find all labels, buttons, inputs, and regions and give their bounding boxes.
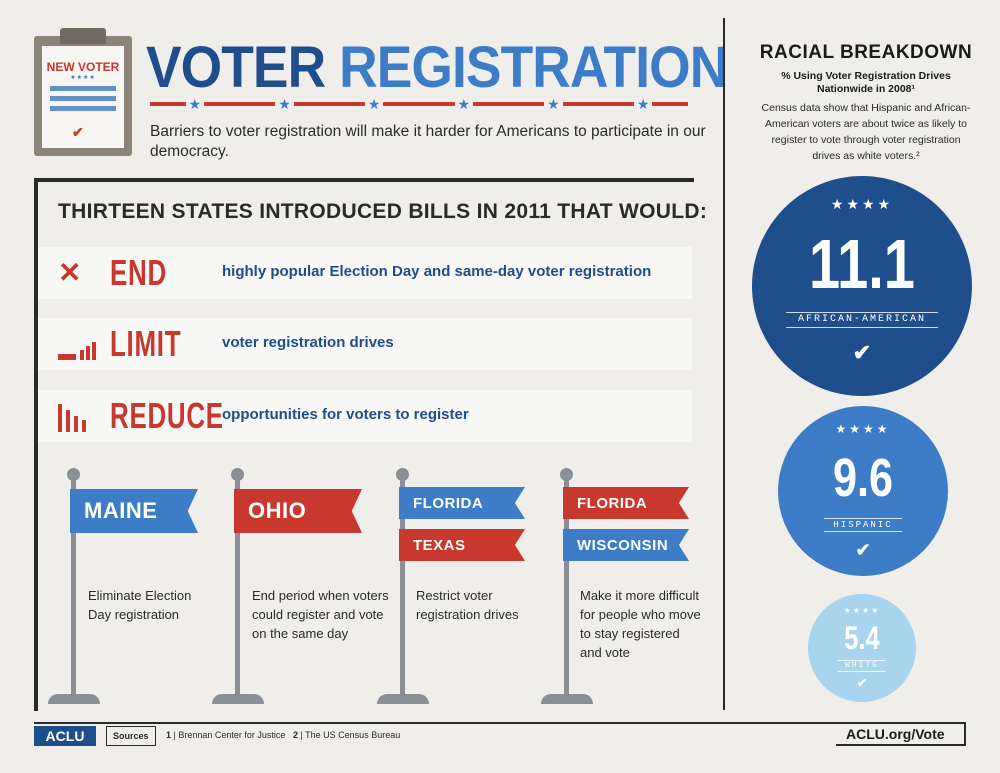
vertical-divider — [723, 18, 725, 710]
flag-label: FLORIDA — [577, 494, 648, 512]
clipboard-form-line — [50, 86, 116, 91]
flag-description: Make it more difficult for people who mo… — [580, 588, 701, 660]
flagpole-knob — [560, 468, 573, 481]
stars-icon: ★★★★ — [835, 422, 891, 436]
stars-icon: ★★★★ — [843, 606, 881, 615]
check-icon: ✔ — [72, 124, 84, 140]
sources-list: 1 | Brennan Center for Justice 2 | The U… — [166, 730, 400, 740]
flag-wisconsin: WISCONSIN — [563, 529, 689, 561]
page-subtitle: Barriers to voter registration will make… — [150, 123, 706, 160]
sidebar-description: Census data show that Hispanic and Afric… — [761, 102, 971, 162]
flag-label: WISCONSIN — [577, 536, 669, 554]
clipboard-title: NEW VOTER — [46, 60, 120, 74]
flag-maine: MAINE — [70, 489, 198, 533]
flag-description: Restrict voter registration drives — [416, 588, 519, 622]
check-icon: ✔ — [856, 676, 868, 690]
flag-ohio: OHIO — [234, 489, 362, 533]
bill-row-end: ✕ END highly popular Election Day and sa… — [38, 247, 692, 299]
stars-icon: ★★★★ — [830, 196, 894, 212]
flag-label: TEXAS — [413, 536, 466, 554]
page-title: VOTER REGISTRATION — [146, 35, 728, 100]
flagpole-base — [48, 694, 100, 704]
bill-row-limit: LIMIT voter registration drives — [38, 318, 692, 370]
flag-florida: FLORIDA — [563, 487, 689, 519]
title-rule — [150, 102, 688, 106]
source-item: | Brennan Center for Justice — [173, 730, 286, 740]
source-item: | The US Census Bureau — [300, 730, 401, 740]
flagpole-base — [212, 694, 264, 704]
flag-description: Eliminate Election Day registration — [88, 588, 192, 622]
star-icon: ★ — [364, 97, 384, 111]
stat-label: AFRICAN-AMERICAN — [786, 312, 938, 328]
bill-row-word: END — [110, 252, 167, 293]
source-number: 2 — [292, 730, 298, 740]
sidebar-title: RACIAL BREAKDOWN — [759, 42, 973, 63]
bills-headline: THIRTEEN STATES INTRODUCED BILLS IN 2011… — [58, 200, 708, 223]
stat-value: 5.4 — [844, 620, 880, 656]
flagpole-base — [541, 694, 593, 704]
title-word-registration: REGISTRATION — [339, 35, 728, 100]
stat-value: 9.6 — [832, 448, 894, 508]
flagpole — [235, 478, 240, 698]
star-icon: ★ — [454, 97, 474, 111]
clipboard-stars: ★★★★ — [70, 75, 96, 81]
flagpole-base — [377, 694, 429, 704]
bill-row-description: voter registration drives — [222, 334, 394, 351]
check-icon: ✔ — [852, 340, 872, 365]
footer-rule — [34, 722, 966, 724]
clipboard-form-line — [50, 96, 116, 101]
flag-label: FLORIDA — [413, 494, 484, 512]
bill-row-description: opportunities for voters to register — [222, 406, 469, 423]
check-icon: ✔ — [855, 540, 871, 560]
flagpole — [400, 478, 405, 698]
flag-texas: TEXAS — [399, 529, 525, 561]
bills-panel — [34, 178, 694, 711]
x-icon: ✕ — [58, 257, 82, 288]
aclu-logo: ACLU — [34, 726, 96, 746]
rising-bars-icon — [58, 330, 98, 360]
flag-label: OHIO — [248, 498, 307, 523]
title-stars: ★ ★ ★ ★ ★ ★ — [150, 97, 688, 111]
flag-florida: FLORIDA — [399, 487, 525, 519]
flagpole — [71, 478, 76, 698]
star-icon: ★ — [275, 97, 294, 111]
flagpole-knob — [396, 468, 409, 481]
stat-value: 11.1 — [809, 225, 915, 303]
flagpole — [564, 478, 569, 698]
stat-circle-hispanic: ★★★★ 9.6 HISPANIC ✔ — [778, 406, 948, 576]
source-number: 1 — [166, 730, 172, 740]
falling-bars-icon — [58, 402, 98, 432]
sidebar-subtitle: % Using Voter Registration Drives Nation… — [781, 70, 951, 95]
stat-circle-white: ★★★★ 5.4 WHITE ✔ — [808, 594, 916, 702]
clipboard-form-line — [50, 106, 116, 111]
flagpole-knob — [231, 468, 244, 481]
sources-label: Sources — [106, 726, 156, 746]
clipboard-clip — [60, 28, 106, 44]
star-icon: ★ — [185, 97, 205, 111]
bill-row-description: highly popular Election Day and same-day… — [222, 263, 652, 280]
flagpole-knob — [67, 468, 80, 481]
flag-description: End period when voters could register an… — [252, 588, 389, 641]
bill-row-reduce: REDUCE opportunities for voters to regis… — [38, 390, 692, 442]
stat-label: HISPANIC — [824, 518, 902, 532]
stat-label: WHITE — [838, 660, 886, 672]
footer-url-link[interactable]: ACLU.org/Vote — [846, 726, 945, 742]
star-icon: ★ — [544, 97, 563, 111]
flag-label: MAINE — [84, 498, 158, 523]
bill-row-word: LIMIT — [110, 323, 182, 364]
title-word-voter: VOTER — [146, 35, 326, 100]
footer-url-box — [836, 722, 966, 746]
star-icon: ★ — [633, 97, 653, 111]
stat-circle-african-american: ★★★★ 11.1 AFRICAN-AMERICAN ✔ — [752, 176, 972, 396]
bill-row-word: REDUCE — [110, 395, 224, 436]
